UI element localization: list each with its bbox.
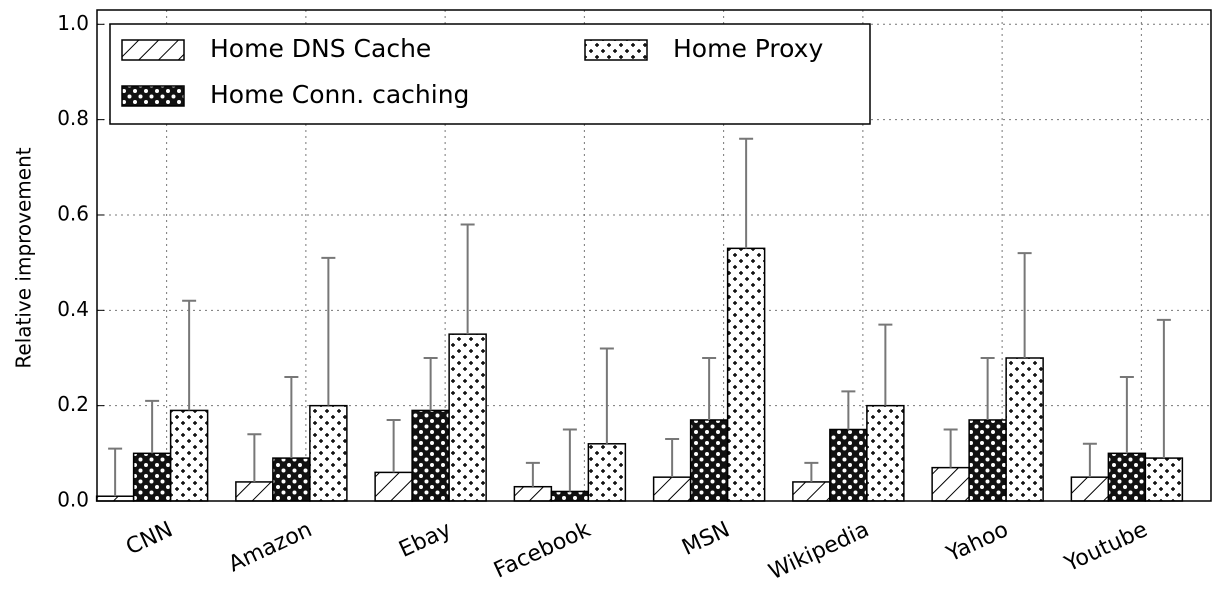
error-bar xyxy=(1017,252,1032,358)
bar xyxy=(931,466,970,502)
y-tick-label: 0.4 xyxy=(57,297,89,321)
legend-label: Home DNS Cache xyxy=(210,34,431,63)
bar xyxy=(550,490,590,502)
error-bar xyxy=(1082,442,1097,478)
bar xyxy=(132,452,172,502)
error-bar xyxy=(525,461,540,487)
bar xyxy=(689,419,729,502)
error-bar xyxy=(1119,376,1134,454)
bar xyxy=(726,247,766,502)
error-bar xyxy=(562,428,577,492)
x-tick-label: Amazon xyxy=(225,517,316,577)
x-tick-label: Wikipedia xyxy=(765,517,873,585)
error-bar xyxy=(1156,318,1171,459)
x-tick-label: Facebook xyxy=(490,517,594,583)
legend-box xyxy=(109,23,871,125)
bar xyxy=(829,428,868,502)
x-tick-label: MSN xyxy=(678,517,733,561)
y-tick-label: 0.6 xyxy=(57,201,89,225)
error-bar xyxy=(182,299,197,411)
bar xyxy=(587,443,627,502)
bar xyxy=(513,485,553,502)
legend-label: Home Proxy xyxy=(673,34,823,63)
error-bar xyxy=(702,356,717,420)
plot-frame xyxy=(96,9,1212,502)
bar xyxy=(1070,476,1110,502)
y-tick-label: 0.2 xyxy=(57,392,89,416)
error-bar xyxy=(386,418,401,473)
bar xyxy=(1107,452,1147,502)
error-bar xyxy=(841,390,856,430)
bar xyxy=(411,409,450,502)
bar xyxy=(272,457,311,502)
x-tick-label: Youtube xyxy=(1060,517,1151,577)
legend-swatch xyxy=(121,85,185,107)
error-bar xyxy=(599,347,614,444)
error-bar xyxy=(423,356,438,411)
bar xyxy=(652,476,692,502)
error-bar xyxy=(980,356,995,420)
x-tick-label: Yahoo xyxy=(942,517,1012,567)
bar xyxy=(309,404,348,502)
error-bar xyxy=(247,433,262,482)
bar xyxy=(1144,457,1184,502)
x-tick-label: CNN xyxy=(122,517,176,560)
bar xyxy=(866,404,905,502)
x-tick-label: Ebay xyxy=(395,517,455,563)
error-bar xyxy=(878,323,893,406)
error-bar xyxy=(739,137,754,249)
bar xyxy=(968,419,1007,502)
y-tick-label: 0.8 xyxy=(57,106,89,130)
legend-label: Home Conn. caching xyxy=(210,80,469,109)
bar xyxy=(169,409,209,502)
error-bar xyxy=(804,461,819,482)
error-bar xyxy=(943,428,958,468)
error-bar xyxy=(665,438,680,478)
legend-swatch xyxy=(584,39,648,61)
bar xyxy=(235,481,274,502)
y-tick-label: 1.0 xyxy=(57,11,89,35)
y-axis-label: Relative improvement xyxy=(12,147,36,368)
bar xyxy=(374,471,413,502)
error-bar xyxy=(321,256,336,406)
y-tick-label: 0.0 xyxy=(57,488,89,512)
error-bar xyxy=(108,447,123,497)
error-bar xyxy=(460,223,475,335)
bar xyxy=(1005,357,1044,502)
legend: Home DNS Cache Home Conn. caching Home Pro… xyxy=(109,23,871,125)
bar xyxy=(792,481,831,502)
error-bar xyxy=(284,376,299,459)
error-bar xyxy=(145,399,160,454)
bar xyxy=(448,333,487,502)
legend-swatch xyxy=(121,39,185,61)
